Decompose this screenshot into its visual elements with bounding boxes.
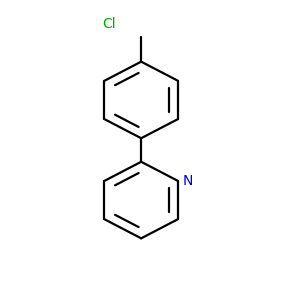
- Text: Cl: Cl: [102, 17, 116, 31]
- Text: N: N: [182, 174, 193, 188]
